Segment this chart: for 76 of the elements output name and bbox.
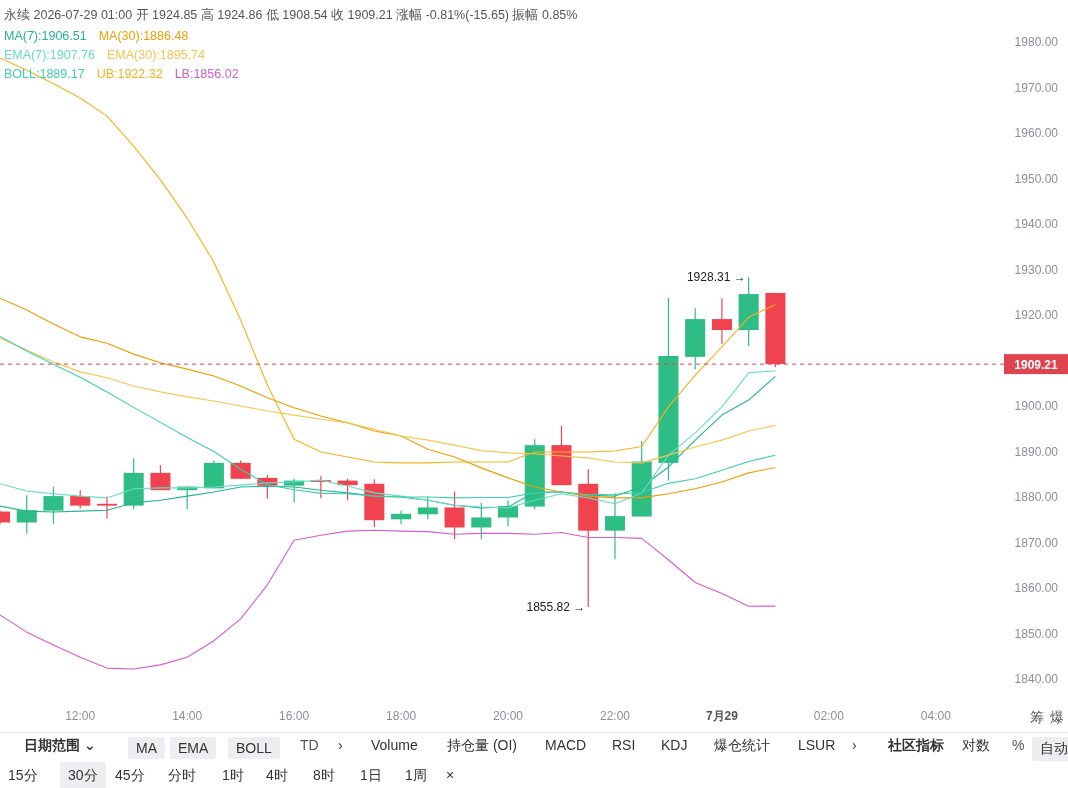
y-tick-label: 1940.00 <box>1014 217 1059 231</box>
ref-line-label: 1909.21 <box>1014 357 1059 372</box>
text: MA(7):1906.51 <box>4 29 87 43</box>
candlestick <box>70 489 91 509</box>
x-tick-label: 7月29 <box>705 709 739 723</box>
chart-title: 永续 2026-07-29 01:00 开 1924.85 高 1924.86 低 1908.54 收 1909.21 涨幅 -0.81%(-15.65) 振幅 0.85% <box>4 7 578 22</box>
annotation: 1928.31 → <box>686 270 746 285</box>
text: EMA <box>170 737 217 759</box>
text: % <box>1012 737 1025 753</box>
text: 社区指标 <box>888 737 944 755</box>
text: MACD <box>545 737 587 753</box>
y-tick-label: 1920.00 <box>1014 308 1059 322</box>
text: 1周 <box>405 767 427 785</box>
text: LB:1856.02 <box>174 67 239 81</box>
candlestick <box>444 490 465 540</box>
text: 持仓量 (OI) <box>447 737 517 755</box>
text: EMA(30):1895.74 <box>107 48 206 62</box>
text: 爆 <box>1050 709 1064 727</box>
text: 4时 <box>266 767 288 785</box>
candlestick <box>711 297 732 345</box>
candlestick <box>43 485 64 525</box>
x-tick-label: 18:00 <box>386 709 417 723</box>
y-tick-label: 1930.00 <box>1014 262 1059 277</box>
text: RSI <box>612 737 636 753</box>
text: › <box>852 737 857 753</box>
text: 8时 <box>313 767 335 785</box>
annotation: 1855.82 → <box>526 600 586 615</box>
text: 筹 <box>1030 709 1044 727</box>
text: Volume <box>371 737 418 753</box>
y-tick-label: 1970.00 <box>1014 80 1059 95</box>
y-tick-label: 1870.00 <box>1014 535 1059 550</box>
text: 日期范围 ⌄ <box>24 737 96 755</box>
x-tick-label: 02:00 <box>813 709 845 723</box>
series-label: UB:1922.32 <box>96 67 163 81</box>
text: 30分 <box>60 762 106 788</box>
text: 1日 <box>360 767 382 785</box>
text: KDJ <box>661 737 688 753</box>
text: 自动 <box>1032 737 1068 761</box>
text: 15分 <box>8 767 38 785</box>
y-tick-label: 1900.00 <box>1014 399 1059 413</box>
candlestick <box>604 492 625 560</box>
candlestick <box>391 510 412 525</box>
text: EMA(7):1907.76 <box>4 48 96 62</box>
line-series <box>0 529 776 670</box>
line-series <box>0 297 776 499</box>
text: 分时 <box>168 767 196 785</box>
y-tick-label: 1880.00 <box>1014 490 1059 504</box>
text: 45分 <box>115 767 145 785</box>
x-tick-label: 14:00 <box>172 709 203 723</box>
text: × <box>446 767 455 783</box>
text: MA(30):1886.48 <box>98 29 189 43</box>
text: 对数 <box>962 737 990 755</box>
x-tick-label: 22:00 <box>599 709 631 723</box>
x-tick-label: 04:00 <box>920 709 952 723</box>
y-tick-label: 1960.00 <box>1014 126 1059 140</box>
candlestick <box>471 502 492 540</box>
x-tick-label: 12:00 <box>65 709 96 723</box>
x-tick-label: 20:00 <box>493 709 524 723</box>
text: › <box>338 737 343 753</box>
candlestick <box>96 495 117 519</box>
text: TD <box>300 737 319 753</box>
text: MA <box>128 737 165 759</box>
y-tick-label: 1950.00 <box>1014 171 1059 186</box>
y-tick-label: 1860.00 <box>1014 581 1059 595</box>
text: 1时 <box>222 767 244 785</box>
x-tick-label: 16:00 <box>279 709 310 723</box>
y-tick-label: 1890.00 <box>1014 444 1059 459</box>
y-tick-label: 1850.00 <box>1014 626 1059 641</box>
y-tick-label: 1840.00 <box>1014 672 1059 686</box>
text: LSUR <box>798 737 836 753</box>
line-series <box>0 337 776 464</box>
candlestick <box>417 495 438 520</box>
text: 爆仓统计 <box>714 737 770 755</box>
line-series <box>0 335 776 499</box>
y-tick-label: 1980.00 <box>1014 35 1059 49</box>
text: BOLL <box>228 737 280 759</box>
